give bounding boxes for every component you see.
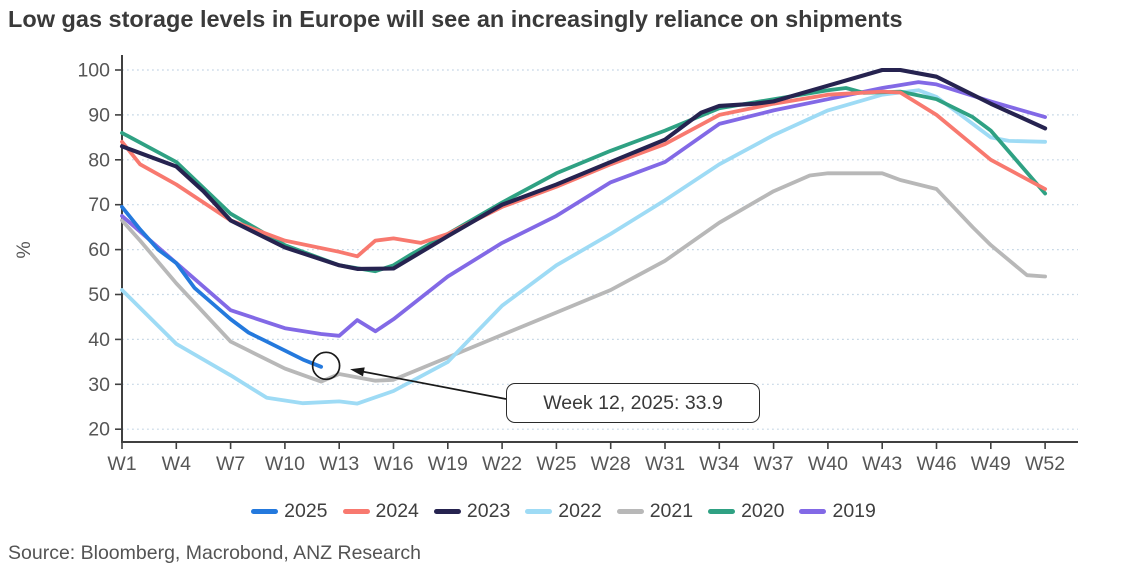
- x-tick-label-W52: W52: [1025, 453, 1065, 475]
- y-tick-label-70: 70: [88, 194, 110, 216]
- legend-item-2019: 2019: [799, 500, 876, 523]
- y-tick-label-90: 90: [88, 104, 110, 126]
- y-tick-label-50: 50: [88, 284, 110, 306]
- axes: 20 30 40 50 60 70 80 90 100 W1 W4 W7 W10 W13 W16 W19 W22…: [13, 55, 1078, 475]
- x-tick-label-W28: W28: [591, 453, 631, 475]
- series-line-2019: [120, 80, 1047, 338]
- legend-label-2019: 2019: [832, 500, 876, 522]
- chart-title: Low gas storage levels in Europe will se…: [8, 6, 903, 32]
- x-tick-label-W19: W19: [428, 453, 468, 475]
- legend-label-2024: 2024: [375, 500, 419, 522]
- x-tick-label-W16: W16: [373, 453, 413, 475]
- x-tick-label-W46: W46: [916, 453, 956, 475]
- y-tick-label-20: 20: [88, 419, 110, 441]
- y-tick-label-30: 30: [88, 374, 110, 396]
- source-note: Source: Bloomberg, Macrobond, ANZ Resear…: [8, 542, 421, 564]
- legend-swatch-2023: [433, 509, 461, 514]
- legend-item-2022: 2022: [525, 500, 602, 523]
- annotation-arrow-line: [361, 370, 507, 400]
- legend-label-2022: 2022: [558, 500, 602, 522]
- x-tick-label-W37: W37: [754, 453, 794, 475]
- series-lines: [119, 67, 1048, 406]
- y-tick-label-60: 60: [88, 239, 110, 261]
- x-tick-label-W13: W13: [319, 453, 359, 475]
- x-tick-label-W4: W4: [162, 453, 191, 475]
- series-line-2023: [119, 67, 1048, 271]
- y-tick-label-80: 80: [88, 149, 110, 171]
- legend-swatch-2024: [342, 509, 370, 514]
- annotation-circle: [311, 351, 341, 381]
- series-line-2021: [120, 171, 1047, 384]
- legend-item-2020: 2020: [708, 500, 784, 523]
- legend-item-2024: 2024: [342, 500, 419, 523]
- x-tick-label-W25: W25: [536, 453, 576, 475]
- legend-swatch-2022: [525, 509, 553, 514]
- x-tick-label-W10: W10: [265, 453, 305, 475]
- legend-swatch-2021: [616, 509, 644, 514]
- y-tick-label-100: 100: [77, 60, 110, 82]
- legend-label-2021: 2021: [649, 500, 694, 522]
- y-axis-label: %: [13, 241, 35, 258]
- x-tick-label-W49: W49: [971, 453, 1011, 475]
- x-tick-label-W1: W1: [107, 453, 136, 475]
- annotation-arrowhead: [350, 367, 365, 377]
- annotation-text: Week 12, 2025: 33.9: [543, 391, 723, 414]
- gridlines: [122, 69, 1078, 430]
- legend-label-2020: 2020: [741, 500, 785, 522]
- legend-label-2025: 2025: [284, 500, 328, 522]
- x-tick-label-W31: W31: [645, 453, 685, 475]
- annotation-marker: [311, 351, 507, 400]
- x-tick-label-W43: W43: [862, 453, 902, 475]
- annotation-callout: Week 12, 2025: 33.9: [506, 383, 760, 423]
- legend-label-2023: 2023: [466, 500, 511, 522]
- y-tick-label-40: 40: [88, 329, 110, 351]
- series-line-2025: [120, 204, 324, 369]
- x-tick-label-W22: W22: [482, 453, 522, 475]
- x-tick-label-W40: W40: [808, 453, 848, 475]
- x-tick-label-W7: W7: [216, 453, 245, 475]
- legend-item-2023: 2023: [433, 500, 511, 523]
- chart-legend: 2025 2024 2023 2022 2021 2020 2019: [0, 500, 1127, 523]
- legend-item-2021: 2021: [616, 500, 694, 523]
- x-tick-label-W34: W34: [699, 453, 739, 475]
- legend-item-2025: 2025: [251, 500, 328, 523]
- legend-swatch-2025: [251, 509, 279, 514]
- legend-swatch-2020: [708, 509, 736, 514]
- legend-swatch-2019: [799, 509, 827, 514]
